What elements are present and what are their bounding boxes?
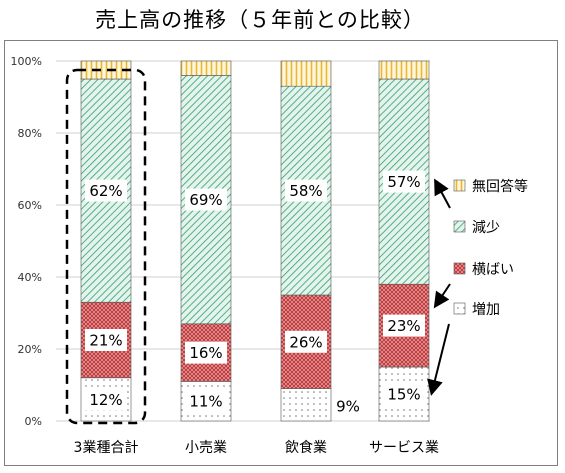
legend-swatch <box>453 179 466 192</box>
data-label-bg <box>85 179 127 202</box>
data-label: 62% <box>89 182 122 200</box>
data-label-bg <box>383 314 425 337</box>
y-tick-label: 0% <box>25 415 42 428</box>
legend-arrow <box>433 283 451 309</box>
y-tick-label: 20% <box>18 343 42 356</box>
legend-swatch <box>453 302 466 315</box>
data-label-bg <box>285 330 327 353</box>
legend-label: 無回答等 <box>472 178 528 195</box>
data-label: 9% <box>336 398 360 416</box>
data-label-bg <box>383 383 425 405</box>
legend-swatch <box>453 220 466 233</box>
category-label: 3業種合計 <box>74 440 139 456</box>
y-tick-label: 80% <box>18 127 42 140</box>
legend-label: 増加 <box>472 302 500 318</box>
bar-segment-dots <box>280 388 332 422</box>
category-label: 飲食業 <box>285 439 327 456</box>
data-label: 15% <box>387 386 420 404</box>
category-label: 小売業 <box>185 440 227 456</box>
data-label: 57% <box>387 173 420 191</box>
data-label-bg <box>185 390 227 413</box>
bar-segment-vertical <box>378 60 430 80</box>
legend-label: 横ばい <box>472 262 514 278</box>
category-label: サービス業 <box>369 440 439 456</box>
highlight-dashed-box <box>65 68 147 425</box>
data-label: 69% <box>189 191 222 209</box>
data-label-bg <box>85 329 127 351</box>
data-label: 23% <box>387 317 420 335</box>
legend-arrow <box>427 323 450 396</box>
data-label-bg <box>285 179 327 202</box>
data-label: 16% <box>189 344 222 362</box>
chart-frame <box>4 40 558 466</box>
y-tick-label: 40% <box>18 271 42 284</box>
data-label: 58% <box>289 182 322 200</box>
data-label: 21% <box>89 332 122 350</box>
y-tick-label: 60% <box>18 199 42 212</box>
chart-title: 売上高の推移（５年前との比較） <box>95 8 425 32</box>
legend-swatch <box>453 262 466 275</box>
data-label-bg <box>383 170 425 193</box>
data-label-bg <box>185 341 227 364</box>
bar-segment-vertical <box>280 60 332 87</box>
data-label: 11% <box>189 393 222 411</box>
data-label: 26% <box>289 333 322 351</box>
legend-label: 減少 <box>472 219 500 236</box>
bar-segment-vertical <box>180 60 232 76</box>
y-tick-label: 100% <box>11 55 42 68</box>
legend-arrow <box>434 178 451 209</box>
data-label: 12% <box>89 391 122 409</box>
data-label-bg <box>185 188 227 211</box>
data-label-bg <box>85 388 127 411</box>
